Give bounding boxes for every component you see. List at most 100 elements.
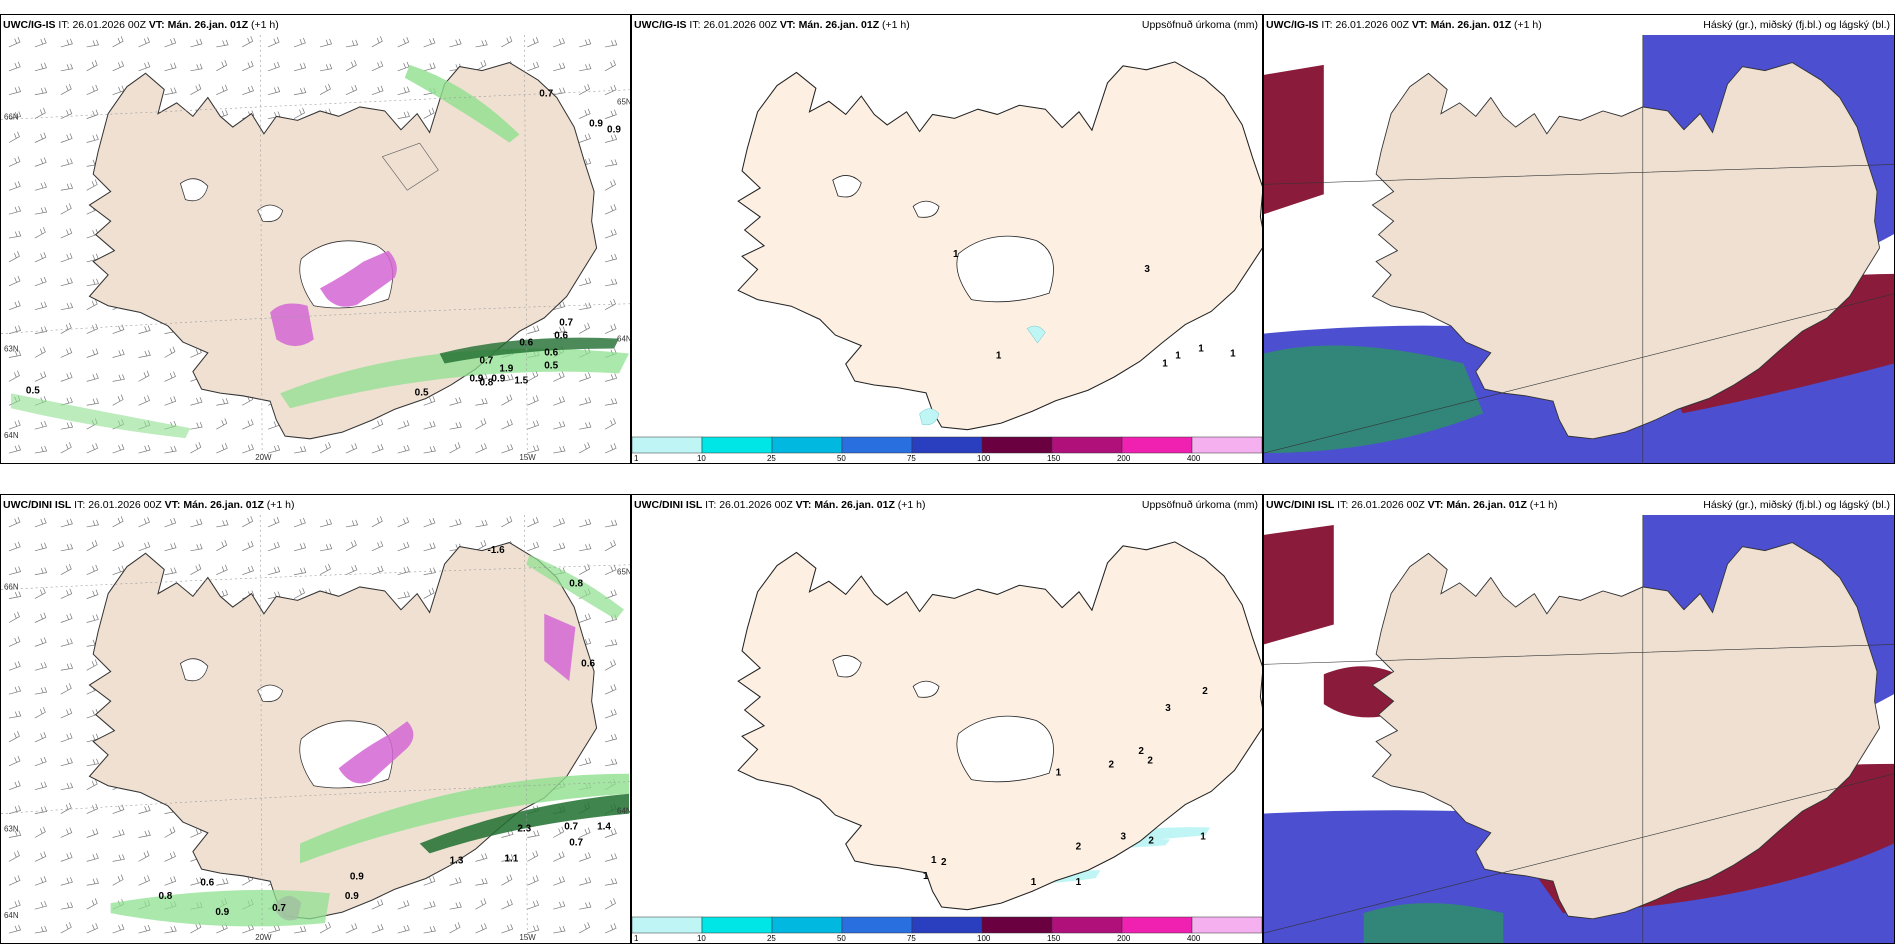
wind-barb — [60, 421, 74, 430]
value-label: 1.9 — [499, 363, 513, 374]
wind-barb — [423, 420, 436, 430]
colorbar-tick: 25 — [767, 934, 776, 943]
wind-barb — [604, 204, 617, 215]
wind-barb — [475, 39, 488, 48]
wind-barb — [604, 659, 616, 671]
value-label: -1.6 — [487, 545, 505, 556]
wind-barb — [112, 540, 125, 552]
wind-barb — [605, 398, 618, 406]
wind-barb — [60, 901, 74, 910]
wind-barb — [86, 589, 99, 599]
wind-barb — [423, 876, 436, 886]
wind-barb — [34, 301, 47, 311]
wind-barb — [423, 37, 436, 48]
colorbar-tick: 200 — [1117, 934, 1131, 943]
wind-barb — [8, 86, 22, 96]
value-label: 0.7 — [569, 837, 583, 848]
wind-barb — [216, 398, 229, 406]
glacier — [179, 178, 394, 309]
value-label: 0.9 — [491, 373, 505, 384]
value-label: 0.9 — [350, 871, 364, 882]
dark-green-band — [419, 793, 630, 854]
precip-light — [919, 325, 1046, 426]
wind-barb — [319, 63, 333, 72]
value-label: 1.3 — [450, 855, 464, 866]
wind-barb — [60, 922, 72, 934]
green-band — [10, 393, 191, 439]
value-label: 0.7 — [479, 355, 493, 366]
wind-barb — [8, 444, 22, 454]
colorbar: 1 10 25 50 75 100 150 200 400 — [632, 915, 1262, 943]
wind-barb — [604, 708, 617, 719]
value-label: 2 — [941, 857, 947, 868]
wind-barb — [605, 639, 618, 647]
wind-barb — [268, 61, 280, 72]
wind-barb — [34, 87, 48, 96]
wind-barb — [319, 543, 333, 552]
green-band — [300, 773, 630, 864]
wind-barb — [164, 567, 177, 576]
wind-barb — [371, 516, 383, 528]
wind-barb — [501, 516, 513, 528]
wind-barb — [553, 396, 565, 406]
wind-barb — [60, 442, 72, 454]
wind-barb — [86, 84, 99, 96]
wind-barb — [527, 370, 539, 382]
wind-barb — [449, 877, 462, 886]
wind-barb — [164, 87, 177, 96]
wind-barb — [8, 636, 21, 647]
wind-map[interactable]: 0.7 0.9 0.9 0.6 0.6 0.7 0.6 1.9 0.9 0.5 0.8 0.9 0.7 0… — [1, 35, 630, 463]
wind-barb — [8, 300, 21, 311]
panel-header: UWC/IG-IS IT: 26.01.2026 00Z VT: Mán. 26… — [632, 15, 1262, 35]
wind-barb — [604, 923, 617, 934]
wind-barb — [8, 661, 21, 671]
wind-barb — [553, 517, 565, 528]
wind-barb — [604, 59, 616, 72]
wind-barb — [138, 350, 151, 358]
wind-barb — [319, 38, 333, 48]
wind-map[interactable]: -1.6 0.8 0.6 0.7 0.7 1.4 0.8 0.6 0.9 0.9 0.7 1.1 2.3… — [1, 515, 630, 943]
wind-barb — [112, 349, 125, 358]
wind-barb — [60, 802, 72, 814]
wind-barb — [242, 443, 254, 454]
value-label: 0.7 — [564, 822, 578, 833]
value-label: 0.9 — [607, 125, 621, 136]
colorbar: 1 10 25 50 75 100 150 200 400 — [632, 435, 1262, 463]
wind-barb — [8, 780, 21, 791]
cloud-map[interactable] — [1264, 35, 1894, 463]
wind-barb — [8, 61, 21, 72]
wind-barb — [293, 107, 305, 119]
wind-barb — [34, 876, 47, 886]
wind-barb — [86, 853, 99, 862]
value-label: 2 — [1138, 746, 1144, 757]
panel-title: Háský (gr.), miðský (fj.bl.) og lágský (… — [1703, 499, 1890, 511]
wind-barb — [34, 686, 48, 695]
value-label: 2 — [1108, 760, 1114, 771]
wind-barb — [190, 421, 203, 430]
wind-barb — [60, 708, 73, 719]
wind-barb — [112, 854, 125, 862]
value-label: 1 — [953, 249, 959, 260]
wind-barb — [112, 829, 125, 838]
cloud-map[interactable] — [1264, 515, 1894, 943]
wind-barb — [34, 826, 46, 838]
wind-barb — [553, 445, 566, 454]
glacier — [179, 658, 394, 789]
wind-barb — [34, 851, 47, 862]
wind-barb — [34, 900, 47, 910]
wind-barb — [397, 86, 410, 96]
wind-barb — [60, 638, 73, 647]
value-label: 1 — [1175, 350, 1181, 361]
wind-barb — [164, 826, 176, 838]
wind-barb — [501, 394, 513, 406]
wind-barb — [501, 874, 513, 886]
wind-barb — [578, 563, 591, 576]
wind-barb — [527, 875, 539, 886]
value-label: 1 — [931, 855, 937, 866]
wind-barb — [60, 877, 73, 886]
wind-barb — [294, 445, 307, 454]
wind-barb — [268, 36, 280, 48]
value-label: 1 — [1076, 877, 1082, 888]
